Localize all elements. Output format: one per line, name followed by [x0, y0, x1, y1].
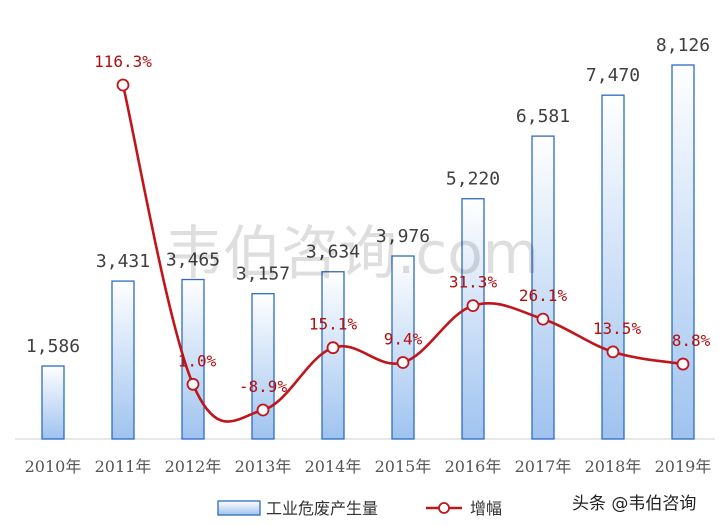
x-tick-label-4: 2014年 [305, 457, 362, 476]
x-tick-label-1: 2011年 [95, 457, 152, 476]
growth-label-5: 9.4% [384, 329, 423, 348]
growth-marker-7 [536, 312, 550, 326]
growth-marker-8 [606, 345, 620, 359]
bar-value-label-6: 5,220 [446, 169, 500, 190]
growth-label-2: 1.0% [178, 351, 217, 370]
bar-4 [321, 271, 345, 440]
bar-value-label-0: 1,586 [26, 336, 80, 357]
growth-label-8: 13.5% [593, 319, 642, 338]
bar-value-label-5: 3,976 [376, 226, 430, 247]
growth-label-9: 8.8% [672, 331, 711, 350]
bar-6 [461, 198, 485, 440]
bar-0 [41, 365, 65, 440]
legend-swatch-marker [438, 502, 450, 514]
legend: 工业危废产生量 增幅 [217, 499, 502, 518]
x-tick-label-7: 2017年 [515, 457, 572, 476]
bar-3 [251, 293, 275, 440]
bar-2 [181, 278, 205, 440]
bar-8 [601, 94, 625, 440]
legend-label-bar: 工业危废产生量 [266, 499, 378, 518]
bar-1 [111, 280, 135, 440]
bar-value-label-9: 8,126 [656, 35, 710, 56]
watermark-text: 韦伯咨询.com [165, 219, 539, 287]
growth-marker-3 [256, 403, 270, 417]
bar-7 [531, 135, 555, 440]
bar-value-label-8: 7,470 [586, 65, 640, 86]
growth-marker-4 [326, 341, 340, 355]
bar-value-label-3: 3,157 [236, 264, 290, 285]
growth-label-3: -8.9% [239, 377, 288, 396]
x-tick-label-5: 2015年 [375, 457, 432, 476]
bar-value-label-7: 6,581 [516, 106, 570, 127]
x-tick-label-9: 2019年 [655, 457, 712, 476]
x-tick-label-3: 2013年 [235, 457, 292, 476]
growth-line [121, 84, 684, 423]
growth-label-7: 26.1% [519, 286, 568, 305]
bar-5 [391, 255, 415, 440]
legend-label-line: 增幅 [470, 499, 502, 518]
growth-marker-9 [676, 357, 690, 371]
legend-swatch-bar [217, 500, 261, 516]
bar-9 [671, 64, 695, 440]
brand-text: 头条 @韦伯咨询 [572, 494, 696, 514]
bar-value-label-2: 3,465 [166, 250, 220, 271]
growth-label-1: 116.3% [94, 52, 152, 71]
x-tick-label-0: 2010年 [25, 457, 82, 476]
growth-label-6: 31.3% [449, 273, 498, 292]
growth-marker-6 [466, 299, 480, 313]
x-tick-label-6: 2016年 [445, 457, 502, 476]
growth-marker-5 [396, 356, 410, 369]
x-tick-label-2: 2012年 [165, 457, 222, 476]
bar-value-label-4: 3,634 [306, 242, 360, 263]
bar-value-label-1: 3,431 [96, 251, 150, 272]
growth-marker-1 [116, 78, 130, 92]
growth-marker-2 [186, 377, 200, 391]
x-tick-label-8: 2018年 [585, 457, 642, 476]
growth-label-4: 15.1% [309, 315, 358, 334]
